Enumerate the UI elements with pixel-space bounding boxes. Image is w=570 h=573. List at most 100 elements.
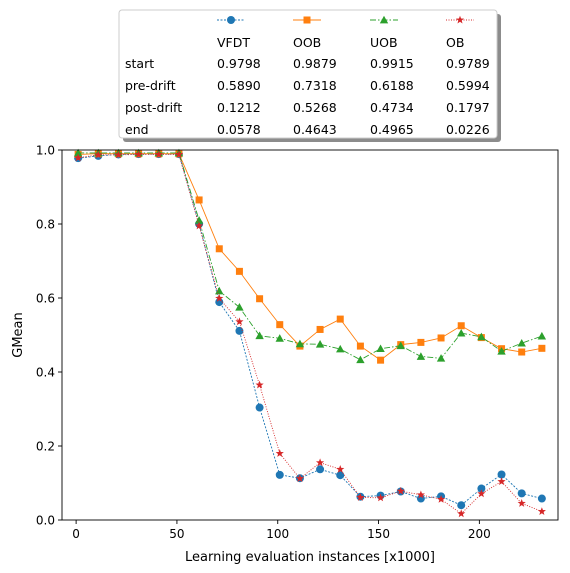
legend-cell: 0.7318	[293, 78, 337, 93]
data-point-uob	[295, 339, 305, 348]
legend-cell: 0.5994	[446, 78, 490, 93]
data-point-ob	[195, 221, 204, 230]
data-point-ob	[517, 499, 526, 507]
data-point-ob	[336, 465, 345, 473]
data-point-ob	[174, 150, 184, 158]
legend-cell: 0.9879	[293, 56, 337, 71]
legend-cell: 0.4965	[370, 122, 414, 137]
data-point-ob	[114, 150, 123, 159]
data-point-uob	[255, 331, 264, 340]
data-point-vfdt	[316, 465, 325, 474]
legend-marker-uob	[379, 15, 389, 24]
data-point-ob	[295, 474, 305, 483]
y-axis-label: GMean	[11, 312, 26, 358]
legend-cell: 0.6188	[370, 78, 414, 93]
data-point-uob	[416, 352, 426, 360]
data-point-uob	[537, 331, 547, 340]
data-point-ob	[215, 294, 224, 302]
data-point-ob	[497, 477, 506, 485]
legend-box	[118, 9, 498, 139]
legend-row-label: end	[125, 122, 149, 137]
legend: VFDT 0.9798 0.5890 0.1212 0.0578 OOB 0.9879 0.7…	[118, 9, 501, 142]
data-point-vfdt	[255, 403, 264, 412]
data-point-vfdt	[477, 484, 486, 493]
series-line-vfdt	[78, 153, 542, 506]
data-point-vfdt	[275, 470, 284, 479]
y-tick-label: 1.0	[36, 143, 55, 157]
x-tick-label: 200	[468, 527, 491, 541]
data-point-oob	[377, 356, 385, 364]
data-point-ob	[255, 380, 264, 389]
data-point-oob	[276, 321, 284, 329]
data-point-uob	[215, 286, 224, 295]
x-axis-label: Learning evaluation instances [x1000]	[185, 550, 435, 565]
data-point-uob	[73, 148, 83, 157]
x-tick-label: 0	[72, 527, 80, 541]
data-point-ob	[477, 489, 486, 498]
legend-cell: 0.9789	[446, 56, 490, 71]
legend-cell: 0.1212	[217, 100, 261, 115]
data-point-uob	[517, 338, 526, 347]
series-line-oob	[78, 153, 542, 361]
data-point-uob	[235, 303, 244, 311]
data-point-vfdt	[537, 494, 546, 503]
series-line-uob	[78, 152, 543, 361]
data-point-vfdt	[457, 501, 466, 510]
data-point-uob	[436, 354, 446, 362]
legend-row-label: start	[125, 56, 154, 71]
legend-column-header: OOB	[293, 35, 321, 50]
legend-cell: 0.5268	[293, 100, 337, 115]
data-point-ob	[74, 153, 83, 162]
data-point-ob	[436, 494, 446, 503]
data-point-ob	[235, 317, 244, 326]
data-point-ob	[396, 486, 405, 495]
data-point-ob	[356, 493, 365, 501]
data-point-oob	[316, 325, 324, 333]
data-point-uob	[497, 347, 506, 355]
data-point-oob	[356, 342, 364, 350]
series-vfdt	[74, 150, 546, 510]
data-point-uob	[194, 216, 204, 224]
data-point-ob	[134, 150, 143, 158]
legend-marker-oob	[303, 16, 311, 24]
data-point-oob	[518, 348, 526, 356]
data-point-oob	[417, 338, 425, 346]
data-point-ob	[94, 150, 103, 159]
y-tick-label: 0.8	[36, 217, 55, 231]
legend-cell: 0.4643	[293, 122, 337, 137]
data-point-uob	[356, 355, 365, 364]
series-ob	[74, 150, 546, 518]
data-point-vfdt	[517, 489, 526, 498]
legend-cell: 0.4734	[370, 100, 414, 115]
y-tick-label: 0.6	[36, 291, 55, 305]
axis-ticks: 0 50 100 150 200 0.0 0.2 0.4 0.6 0.8 1.0	[36, 143, 491, 541]
x-tick-label: 150	[367, 527, 390, 541]
data-point-vfdt	[336, 471, 345, 480]
data-point-uob	[477, 332, 486, 341]
data-point-oob	[336, 315, 344, 323]
data-point-uob	[457, 328, 466, 337]
x-tick-label: 100	[266, 527, 289, 541]
legend-column-header: OB	[446, 35, 464, 50]
plot-area: 0 50 100 150 200 0.0 0.2 0.4 0.6 0.8 1.0	[36, 143, 559, 541]
data-point-uob	[376, 344, 385, 353]
data-point-ob	[416, 490, 425, 499]
legend-cell: 0.0578	[217, 122, 261, 137]
legend-cell: 0.9915	[370, 56, 414, 71]
legend-marker-vfdt	[227, 16, 235, 24]
legend-row-label: post-drift	[125, 100, 182, 115]
data-point-ob	[457, 509, 466, 518]
data-point-oob	[538, 344, 546, 352]
series-layer	[73, 148, 547, 518]
data-point-uob	[396, 341, 405, 350]
data-point-ob	[275, 449, 284, 457]
legend-cell: 0.9798	[217, 56, 261, 71]
data-point-oob	[256, 295, 264, 303]
plot-frame	[61, 149, 559, 521]
legend-cell: 0.5890	[217, 78, 261, 93]
data-point-ob	[537, 507, 546, 515]
data-point-oob	[215, 245, 223, 253]
legend-cell: 0.0226	[446, 122, 490, 137]
data-point-oob	[457, 322, 465, 330]
data-point-ob	[315, 458, 325, 467]
